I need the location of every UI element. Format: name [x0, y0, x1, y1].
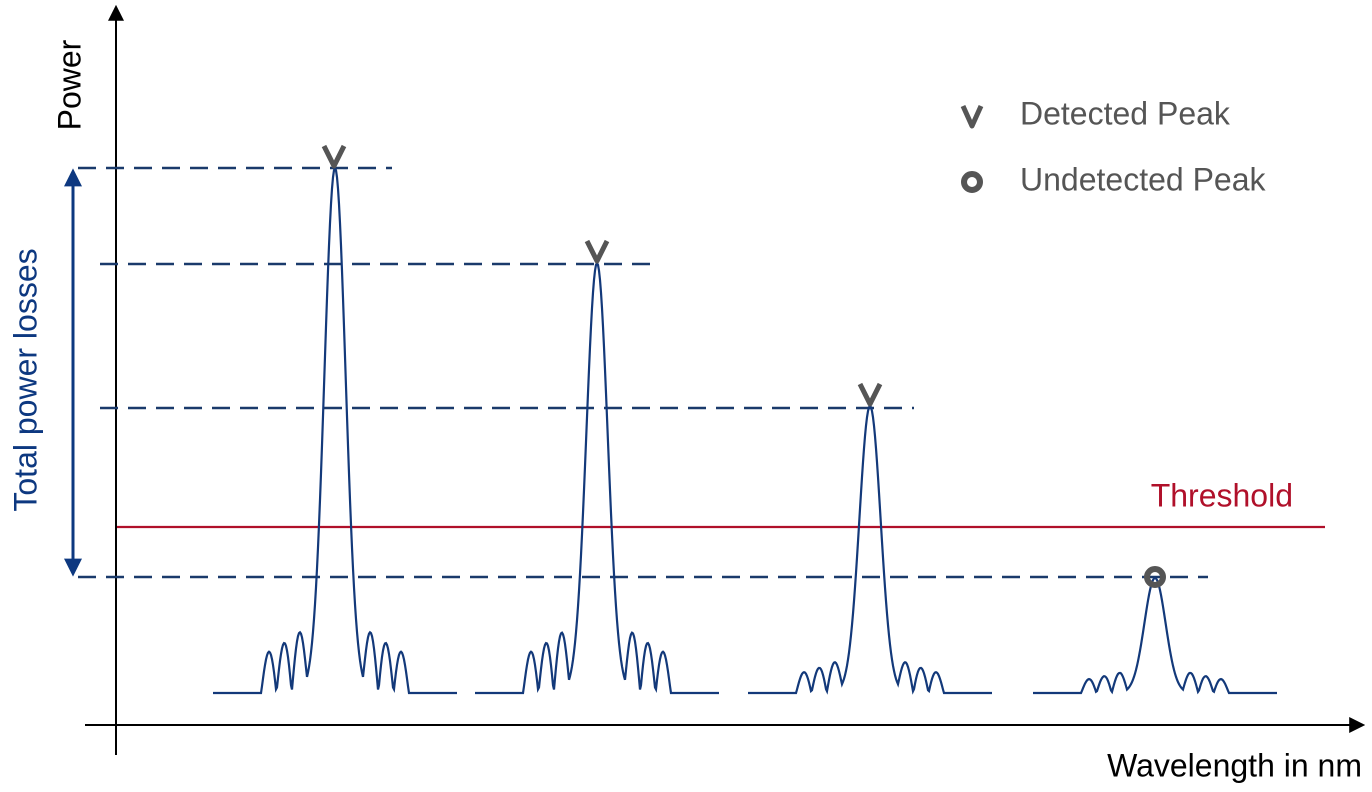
range-label: Total power losses	[7, 248, 43, 511]
threshold-label: Threshold	[1151, 477, 1293, 513]
spectrum-peak	[213, 165, 457, 695]
x-axis-label: Wavelength in nm	[1107, 747, 1362, 783]
legend-undetected-icon	[961, 171, 983, 193]
legend-label: Detected Peak	[1020, 95, 1231, 131]
legend-label: Undetected Peak	[1020, 161, 1267, 197]
spectrum-peak	[1033, 576, 1277, 695]
detected-mark	[321, 144, 347, 169]
spectrum-peak	[475, 260, 719, 695]
peaks	[213, 165, 1277, 695]
undetected-mark	[1144, 566, 1166, 588]
legend-detected-icon	[960, 104, 984, 129]
detected-mark	[857, 382, 883, 407]
spectrum-peak	[748, 404, 992, 695]
detected-mark	[584, 239, 610, 264]
y-axis-label: Power	[51, 39, 87, 130]
